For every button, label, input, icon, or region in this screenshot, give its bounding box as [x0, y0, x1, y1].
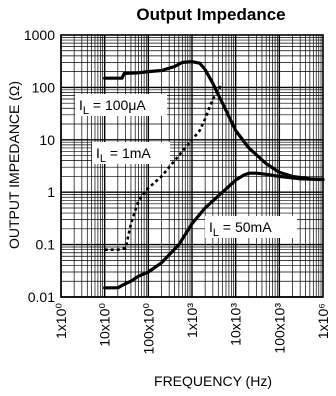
y-tick-label: 10: [39, 132, 55, 148]
plot-series: [103, 60, 325, 290]
annotation-text: IL = 1mA: [96, 145, 151, 165]
annotation-label-1: IL = 100μA: [75, 94, 167, 117]
y-tick-label: 0.01: [28, 289, 55, 305]
x-tick-label: 10x10⁰: [97, 303, 113, 347]
y-tick-label: 1: [47, 184, 55, 200]
x-axis-label: FREQUENCY (Hz): [154, 373, 272, 389]
annotation-text: IL = 100μA: [79, 97, 146, 117]
plot-labels: 0.01 0.1 1 10 100 1000 1x10⁰ 10x10⁰ 100x10⁰ 1x10³…: [24, 27, 331, 355]
annotation-text: IL = 50mA: [209, 219, 272, 239]
x-tick-label: 100x10⁰: [140, 303, 156, 355]
x-tick-label: 1x10³: [184, 303, 200, 338]
annotation-background: [205, 216, 297, 238]
x-tick-label: 10x10³: [228, 303, 244, 346]
y-axis-label: OUTPUT IMPEDANCE (Ω): [6, 81, 22, 249]
x-tick-label: 1x10⁶: [315, 303, 331, 339]
annotation-background: [75, 94, 167, 116]
x-tick-label: 100x10³: [271, 303, 287, 354]
chart-title: Output Impedance: [136, 5, 285, 24]
plot-frame: [60, 34, 324, 298]
annotation-label-2: IL = 1mA: [92, 142, 170, 165]
series-line-1: [103, 60, 325, 182]
series-line-2: [104, 82, 224, 251]
y-tick-label: 1000: [24, 27, 55, 43]
series-line-3: [103, 171, 325, 290]
annotation-background: [92, 142, 170, 164]
annotation-label-3: IL = 50mA: [205, 216, 297, 239]
y-tick-label: 0.1: [36, 237, 56, 253]
x-tick-label: 1x10⁰: [53, 303, 69, 339]
y-tick-label: 100: [32, 79, 56, 95]
plot-grid: [60, 34, 324, 298]
